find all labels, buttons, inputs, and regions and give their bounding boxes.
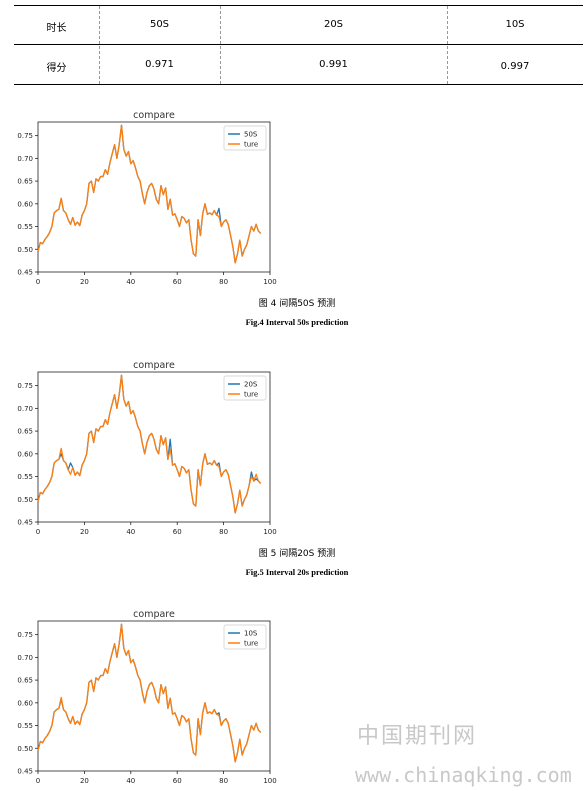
x-tick-label: 20 xyxy=(80,528,89,536)
legend-label: 20S xyxy=(244,381,258,389)
y-tick-label: 0.60 xyxy=(17,200,33,208)
x-tick-label: 80 xyxy=(219,777,228,785)
legend-label: 10S xyxy=(244,630,258,638)
y-tick-label: 0.50 xyxy=(17,745,33,753)
y-tick-label: 0.60 xyxy=(17,450,33,458)
plot-frame xyxy=(37,371,271,523)
x-tick-label: 20 xyxy=(80,278,89,286)
figure-caption-en: Fig.5 Interval 20s prediction xyxy=(245,567,349,577)
chart-title: compare xyxy=(133,609,175,620)
figure-20s: compare 0 20 40 60 80 100 0.45 0.50 0.55 0.60 0.65 0… xyxy=(0,358,300,536)
y-tick-label: 0.45 xyxy=(17,519,33,527)
y-tick-label: 0.55 xyxy=(17,722,33,730)
x-tick-label: 80 xyxy=(219,278,228,286)
x-tick-label: 80 xyxy=(219,528,228,536)
y-tick-label: 0.65 xyxy=(17,178,33,186)
series-line xyxy=(37,124,262,264)
y-tick-label: 0.50 xyxy=(17,246,33,254)
y-tick-label: 0.70 xyxy=(17,405,33,413)
y-tick-label: 0.70 xyxy=(17,155,33,163)
y-tick-label: 0.60 xyxy=(17,699,33,707)
x-tick-label: 0 xyxy=(36,278,40,286)
x-tick-label: 0 xyxy=(36,777,40,785)
figure-caption-en: Fig.4 Interval 50s prediction xyxy=(245,317,349,327)
table-column-divider xyxy=(99,6,100,84)
watermark-url: www.chinaqking.com xyxy=(355,763,572,787)
table-row-divider xyxy=(14,44,583,45)
table-cell: 0.991 xyxy=(319,59,348,70)
legend-label: ture xyxy=(244,391,258,399)
plot-frame xyxy=(37,620,271,772)
legend-label: ture xyxy=(244,640,258,648)
x-tick-label: 100 xyxy=(263,777,276,785)
table-header-cell: 10S xyxy=(505,19,525,30)
table-column-divider xyxy=(220,6,221,84)
y-tick-label: 0.70 xyxy=(17,654,33,662)
table-column-divider xyxy=(447,6,448,84)
legend-label: ture xyxy=(244,141,258,149)
line-chart: compare 0 20 40 60 80 100 0.45 0.50 0.55 0.60 0.65 0… xyxy=(17,609,276,785)
x-tick-label: 40 xyxy=(126,278,135,286)
series-line xyxy=(37,374,262,514)
table-header-cell: 时长 xyxy=(46,23,67,34)
x-tick-label: 100 xyxy=(263,528,276,536)
chart-title: compare xyxy=(133,110,175,121)
table-header-cell: 50S xyxy=(149,19,170,30)
x-tick-label: 40 xyxy=(126,528,135,536)
chart-title: compare xyxy=(133,360,175,371)
legend-label: 50S xyxy=(244,131,258,139)
x-tick-label: 20 xyxy=(80,777,89,785)
table-header-cell: 20S xyxy=(323,19,344,30)
table-cell: 得分 xyxy=(46,63,67,74)
y-tick-label: 0.65 xyxy=(17,428,33,436)
y-tick-label: 0.65 xyxy=(17,677,33,685)
line-chart: compare 0 20 40 60 80 100 0.45 0.50 0.55 0.60 0.65 0… xyxy=(17,110,276,286)
y-tick-label: 0.75 xyxy=(17,382,33,390)
table-cell: 0.971 xyxy=(145,59,174,70)
table-cell: 0.997 xyxy=(500,61,530,72)
x-tick-label: 60 xyxy=(173,777,182,785)
series-line xyxy=(37,623,262,763)
y-tick-label: 0.50 xyxy=(17,496,33,504)
x-tick-label: 100 xyxy=(263,278,276,286)
y-tick-label: 0.45 xyxy=(17,269,33,277)
x-tick-label: 60 xyxy=(173,278,182,286)
figure-caption-cn: 图 4 间隔50S 预测 xyxy=(258,299,336,309)
y-tick-label: 0.75 xyxy=(17,132,33,140)
plot-frame xyxy=(37,121,271,273)
figure-10s: compare 0 20 40 60 80 100 0.45 0.50 0.55 0.60 0.65 0… xyxy=(0,607,300,785)
y-tick-label: 0.45 xyxy=(17,768,33,776)
results-table: 时长 50S 20S 10S 得分 0.971 0.991 0.997 xyxy=(14,5,583,85)
y-tick-label: 0.55 xyxy=(17,473,33,481)
watermark-cn: 中国期刊网 xyxy=(357,724,478,749)
line-chart: compare 0 20 40 60 80 100 0.45 0.50 0.55 0.60 0.65 0… xyxy=(17,360,276,536)
x-tick-label: 0 xyxy=(36,528,40,536)
figure-50s: compare 0 20 40 60 80 100 0.45 0.50 0.55 0.60 0.65 0… xyxy=(0,108,300,286)
x-tick-label: 40 xyxy=(126,777,135,785)
y-tick-label: 0.75 xyxy=(17,631,33,639)
y-tick-label: 0.55 xyxy=(17,223,33,231)
x-tick-label: 60 xyxy=(173,528,182,536)
figure-caption-cn: 图 5 间隔20S 预测 xyxy=(258,549,336,559)
